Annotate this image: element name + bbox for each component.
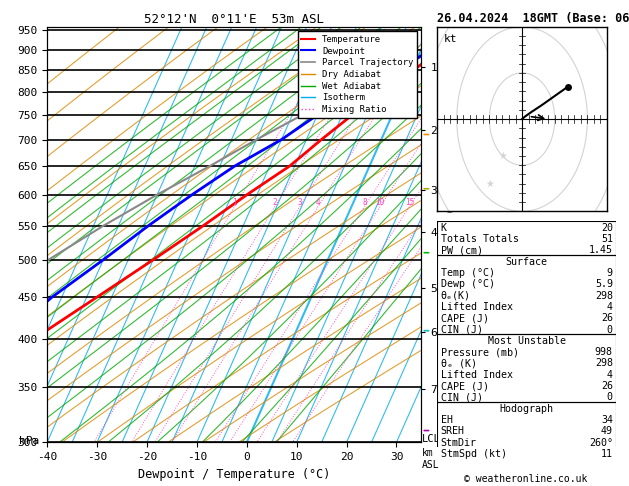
Text: 260°: 260° [589, 437, 613, 448]
Text: 9: 9 [607, 268, 613, 278]
Text: 4: 4 [316, 198, 320, 207]
Text: 26: 26 [601, 313, 613, 323]
Text: 298: 298 [595, 358, 613, 368]
Text: θₑ (K): θₑ (K) [441, 358, 477, 368]
Text: 15: 15 [404, 198, 414, 207]
Text: 8: 8 [362, 198, 367, 207]
Text: 4: 4 [607, 370, 613, 380]
Text: ★: ★ [485, 179, 494, 189]
Text: hPa: hPa [19, 436, 40, 447]
Text: SREH: SREH [441, 426, 465, 436]
Text: θₑ(K): θₑ(K) [441, 291, 470, 301]
Text: 1: 1 [232, 198, 237, 207]
Text: Surface: Surface [506, 257, 548, 267]
X-axis label: Dewpoint / Temperature (°C): Dewpoint / Temperature (°C) [138, 468, 330, 481]
Text: 4: 4 [607, 302, 613, 312]
Text: K: K [441, 223, 447, 233]
Legend: Temperature, Dewpoint, Parcel Trajectory, Dry Adiabat, Wet Adiabat, Isotherm, Mi: Temperature, Dewpoint, Parcel Trajectory… [298, 31, 417, 118]
Text: 11: 11 [601, 449, 613, 459]
Text: 10: 10 [376, 198, 385, 207]
Text: km
ASL: km ASL [421, 449, 439, 470]
Text: Dewp (°C): Dewp (°C) [441, 279, 495, 289]
Text: 2: 2 [272, 198, 277, 207]
Text: Pressure (mb): Pressure (mb) [441, 347, 519, 357]
Text: Totals Totals: Totals Totals [441, 234, 519, 244]
Text: Lifted Index: Lifted Index [441, 370, 513, 380]
Text: © weatheronline.co.uk: © weatheronline.co.uk [464, 473, 587, 484]
Text: 998: 998 [595, 347, 613, 357]
Title: 52°12'N  0°11'E  53m ASL: 52°12'N 0°11'E 53m ASL [144, 13, 325, 26]
Text: StmSpd (kt): StmSpd (kt) [441, 449, 507, 459]
Text: 49: 49 [601, 426, 613, 436]
Text: CIN (J): CIN (J) [441, 392, 482, 402]
Text: Lifted Index: Lifted Index [441, 302, 513, 312]
Text: 20: 20 [601, 223, 613, 233]
Text: Hodograph: Hodograph [500, 403, 554, 414]
Text: ★: ★ [498, 151, 507, 161]
Text: EH: EH [441, 415, 453, 425]
Text: 51: 51 [601, 234, 613, 244]
Text: 298: 298 [595, 291, 613, 301]
Text: LCL: LCL [421, 434, 440, 444]
Text: PW (cm): PW (cm) [441, 245, 482, 256]
Text: 26.04.2024  18GMT (Base: 06): 26.04.2024 18GMT (Base: 06) [437, 12, 629, 25]
Text: 5.9: 5.9 [595, 279, 613, 289]
Text: Most Unstable: Most Unstable [487, 336, 566, 346]
Text: kt: kt [444, 34, 457, 44]
Text: 26: 26 [601, 381, 613, 391]
Text: StmDir: StmDir [441, 437, 477, 448]
Text: 34: 34 [601, 415, 613, 425]
Text: Temp (°C): Temp (°C) [441, 268, 495, 278]
Text: 1.45: 1.45 [589, 245, 613, 256]
Text: 0: 0 [607, 325, 613, 334]
Text: CAPE (J): CAPE (J) [441, 381, 489, 391]
Text: CIN (J): CIN (J) [441, 325, 482, 334]
Text: Mixing Ratio (g/kg): Mixing Ratio (g/kg) [446, 179, 456, 290]
Text: 3: 3 [298, 198, 302, 207]
Text: 0: 0 [607, 392, 613, 402]
Text: CAPE (J): CAPE (J) [441, 313, 489, 323]
